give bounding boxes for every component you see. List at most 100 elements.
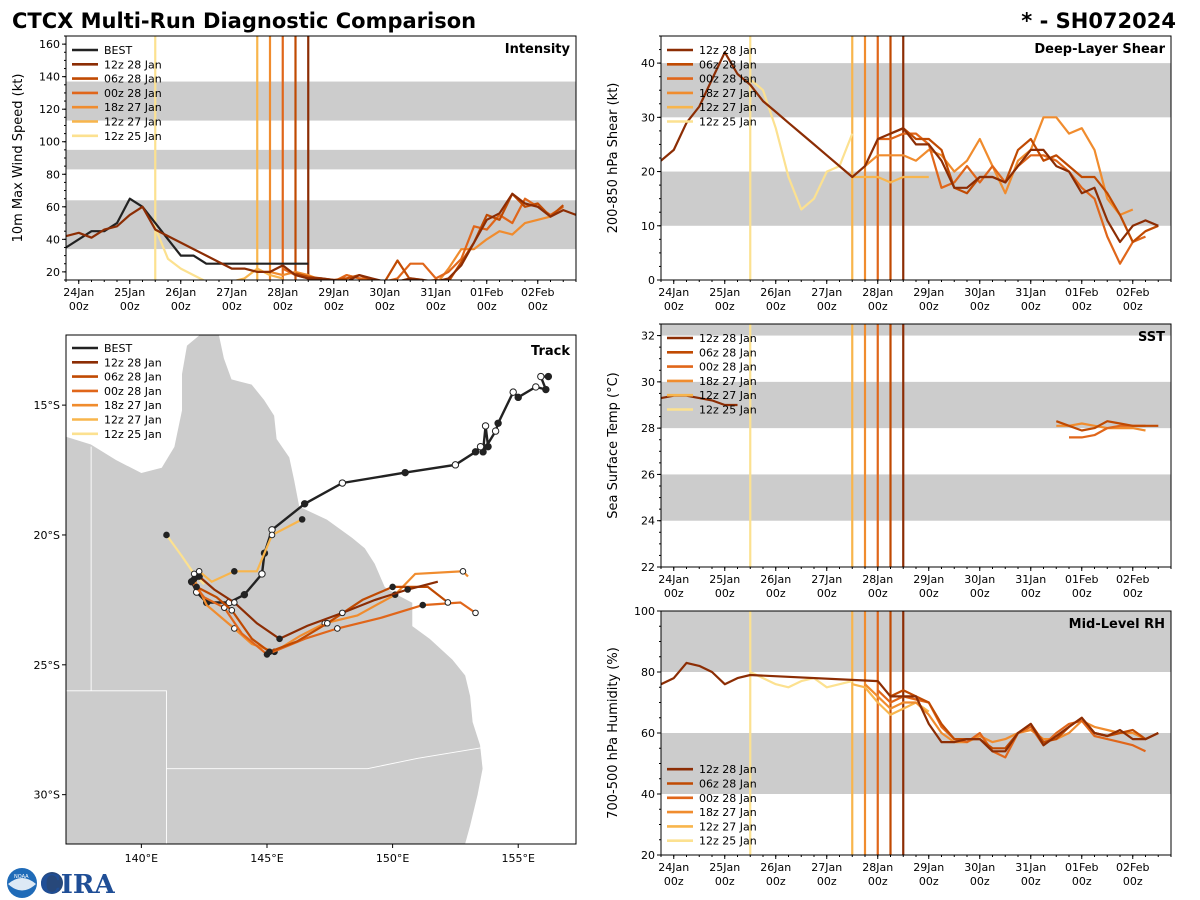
rh-xtick-label: 29Jan 00z [913, 861, 944, 888]
shear-legend-label: 18z 27 Jan [699, 87, 757, 100]
intensity-ytick-label: 80 [46, 168, 60, 181]
intensity-legend-label: 18z 27 Jan [104, 101, 162, 114]
shear-ylabel: 200-850 hPa Shear (kt) [606, 83, 621, 234]
sst-legend-label: 18z 27 Jan [699, 375, 757, 388]
rh-panel: 20 40 60 80 100 24Jan 00z 25Jan 00z 26Jan 00z 27Jan… [606, 605, 1172, 888]
forecast-track-06z-28-Jan [196, 585, 449, 654]
best-track-point [514, 393, 522, 402]
track-xtick-label: 150°E [376, 852, 409, 865]
shear-series-12z-28-Jan [661, 51, 1159, 244]
best-track-point [338, 479, 347, 487]
best-track-point [532, 383, 540, 391]
track-legend-label: 18z 27 Jan [104, 399, 162, 412]
forecast-track-point [419, 601, 427, 609]
rh-xtick-label: 02Feb 00z [1116, 861, 1149, 888]
best-track-point [542, 385, 550, 394]
sst-band-0 [661, 474, 1171, 521]
forecast-track-point [334, 625, 341, 632]
track-legend-label: BEST [104, 342, 132, 355]
rh-legend-label: 18z 27 Jan [699, 806, 757, 819]
sst-xtick-label: 29Jan 00z [913, 573, 944, 600]
intensity-xtick-label: 31Jan 00z [420, 286, 451, 313]
rh-legend-label: 12z 25 Jan [699, 835, 757, 848]
rh-xtick-label: 28Jan 00z [862, 861, 893, 888]
forecast-track-12z-28-Jan [198, 575, 439, 641]
shear-ytick-label: 40 [641, 57, 655, 70]
intensity-xtick-label: 30Jan 00z [369, 286, 400, 313]
rh-plot-area [661, 611, 1159, 855]
intensity-ytick-label: 100 [39, 136, 60, 149]
best-track-point [509, 388, 517, 396]
best-track-point [494, 419, 502, 427]
track-ytick-label: 25°S [34, 659, 60, 672]
shear-xtick-label: 28Jan 00z [862, 286, 893, 313]
rh-ylabel: 700-500 hPa Humidity (%) [606, 647, 621, 819]
intensity-xtick-label: 24Jan 00z [63, 286, 94, 313]
rh-ytick-label: 100 [634, 605, 655, 618]
sst-xtick-label: 01Feb 00z [1065, 573, 1098, 600]
rh-xtick-label: 01Feb 00z [1065, 861, 1098, 888]
track-panel: 140°E 145°E 150°E 155°E 15°S 20°S 25°S 30°S Trac… [34, 334, 577, 865]
shear-xtick-label: 31Jan 00z [1015, 286, 1046, 313]
forecast-track-point [404, 586, 411, 593]
intensity-band-1 [66, 149, 576, 170]
cira-logo-text: CIRA [40, 870, 115, 900]
rh-series-00z-28-Jan [877, 689, 1146, 759]
track-frame [65, 334, 577, 845]
shear-band-0 [661, 171, 1171, 226]
rh-ytick-label: 80 [641, 666, 655, 679]
track-ytick-label: 20°S [34, 529, 60, 542]
shear-xtick-label: 25Jan 00z [709, 286, 740, 313]
shear-xtick-label: 01Feb 00z [1065, 286, 1098, 313]
rh-ytick-label: 20 [641, 849, 655, 862]
rh-legend-label: 06z 28 Jan [699, 778, 757, 791]
sst-legend-label: 12z 27 Jan [699, 389, 757, 402]
forecast-track-point [268, 531, 276, 539]
track-legend-label: 00z 28 Jan [104, 385, 162, 398]
shear-ytick-label: 0 [648, 274, 655, 287]
rh-xtick-label: 31Jan 00z [1015, 861, 1046, 888]
track-legend-label: 12z 25 Jan [104, 428, 162, 441]
sst-xtick-label: 26Jan 00z [760, 573, 791, 600]
forecast-track-18z-27-Jan [193, 570, 469, 654]
best-track-point [484, 442, 492, 451]
best-track-point [401, 468, 409, 477]
forecast-track-12z-27-Jan [198, 518, 303, 583]
forecast-track-point [298, 516, 306, 523]
sst-series-06z-28-Jan [1055, 420, 1159, 432]
sst-legend-label: 12z 28 Jan [699, 332, 757, 345]
shear-ytick-label: 20 [641, 166, 655, 179]
cira-logo: NOAA CIRA [7, 868, 115, 900]
state-border-qld-nsw [66, 690, 481, 770]
shear-series-06z-28-Jan [890, 127, 1159, 244]
rh-series-12z-25-Jan [749, 671, 853, 689]
intensity-xtick-label: 02Feb 00z [521, 286, 554, 313]
intensity-ytick-label: 40 [46, 233, 60, 246]
shear-xtick-label: 29Jan 00z [913, 286, 944, 313]
sst-xtick-label: 24Jan 00z [658, 573, 689, 600]
sst-ytick-label: 28 [641, 422, 655, 435]
rh-legend-label: 12z 27 Jan [699, 820, 757, 833]
rh-band-1 [661, 611, 1171, 672]
rh-ytick-label: 40 [641, 788, 655, 801]
sst-ytick-label: 26 [641, 468, 655, 481]
best-track-point [451, 461, 460, 469]
sst-xtick-label: 28Jan 00z [862, 573, 893, 600]
intensity-xtick-label: 27Jan 00z [216, 286, 247, 313]
best-track-point [481, 422, 490, 430]
sst-legend-label: 12z 25 Jan [699, 404, 757, 417]
intensity-series-06z-28-Jan [295, 192, 565, 280]
rh-legend-label: 00z 28 Jan [699, 792, 757, 805]
shear-ytick-label: 10 [641, 220, 655, 233]
rh-xtick-label: 26Jan 00z [760, 861, 791, 888]
shear-panel: 0 10 20 30 40 24Jan 00z 25Jan 00z 26Jan 00z 27Jan 00… [606, 35, 1172, 313]
intensity-legend-label: 06z 28 Jan [104, 73, 162, 86]
sst-ytick-label: 24 [641, 515, 655, 528]
shear-legend-label: 12z 27 Jan [699, 101, 757, 114]
track-ytick-label: 15°S [34, 399, 60, 412]
shear-xtick-label: 30Jan 00z [964, 286, 995, 313]
track-xtick-label: 155°E [501, 852, 534, 865]
track-xtick-label: 140°E [125, 852, 158, 865]
rh-panel-title: Mid-Level RH [1069, 617, 1165, 632]
sst-xtick-label: 02Feb 00z [1116, 573, 1149, 600]
